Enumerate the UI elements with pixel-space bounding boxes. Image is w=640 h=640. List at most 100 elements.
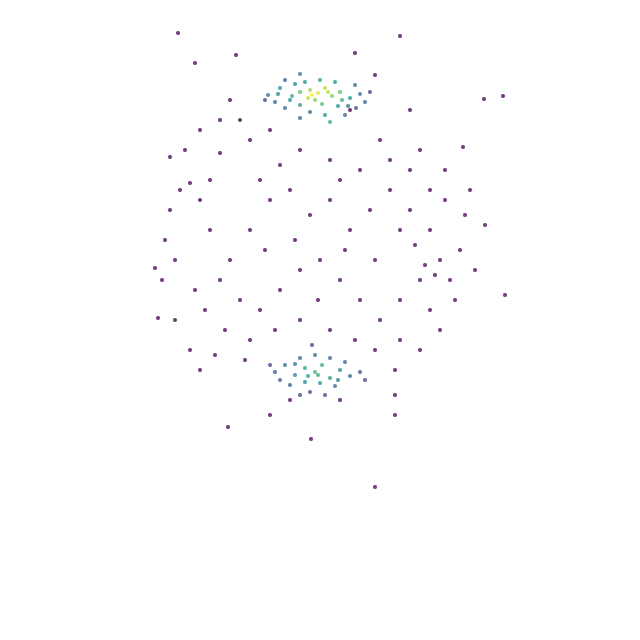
point [373,348,377,352]
point [398,338,402,342]
point [408,208,412,212]
point [290,94,294,98]
point [309,437,313,441]
point [373,485,377,489]
point [343,113,347,117]
point [443,198,447,202]
point [298,116,302,120]
point [176,31,180,35]
point [438,258,442,262]
point [408,108,412,112]
point [278,163,282,167]
point [320,102,324,106]
point [358,298,362,302]
point [320,363,324,367]
point [323,86,327,90]
point [313,98,317,102]
point [338,368,342,372]
point [293,82,297,86]
point [163,238,167,242]
point [310,343,314,347]
point [193,61,197,65]
point [388,158,392,162]
point [398,298,402,302]
point [358,92,362,96]
point [316,373,320,377]
point [316,298,320,302]
point [266,93,270,97]
point [443,168,447,172]
point [468,188,472,192]
point [226,425,230,429]
point [223,328,227,332]
point [278,288,282,292]
point [198,368,202,372]
point [418,278,422,282]
point [338,278,342,282]
point [328,328,332,332]
point [483,223,487,227]
point [318,258,322,262]
point [298,356,302,360]
point [310,93,314,97]
point [368,90,372,94]
point [283,106,287,110]
point [338,178,342,182]
point [188,348,192,352]
point [183,148,187,152]
point [263,98,267,102]
point [328,120,332,124]
point [218,118,222,122]
point [393,413,397,417]
point [458,248,462,252]
point [288,98,292,102]
point [346,104,350,108]
point [373,258,377,262]
point [398,228,402,232]
point [298,148,302,152]
point [353,51,357,55]
point [330,94,334,98]
point [328,198,332,202]
point [168,208,172,212]
point [278,378,282,382]
point [160,278,164,282]
point [276,92,280,96]
point [156,316,160,320]
point [283,78,287,82]
point [313,353,317,357]
point [268,413,272,417]
point [248,338,252,342]
point [358,168,362,172]
point [501,94,505,98]
point [308,390,312,394]
point [336,378,340,382]
point [318,78,322,82]
point [340,98,344,102]
point [248,138,252,142]
point [218,278,222,282]
point [353,83,357,87]
point [473,268,477,272]
point [208,178,212,182]
point [461,145,465,149]
point [482,97,486,101]
point [228,258,232,262]
point [283,363,287,367]
point [208,228,212,232]
point [303,380,307,384]
point [328,356,332,360]
point [428,228,432,232]
point [293,362,297,366]
point [298,103,302,107]
point [234,53,238,57]
point [453,298,457,302]
point [263,248,267,252]
point [393,393,397,397]
point [328,158,332,162]
point [238,298,242,302]
point [428,188,432,192]
point [363,100,367,104]
